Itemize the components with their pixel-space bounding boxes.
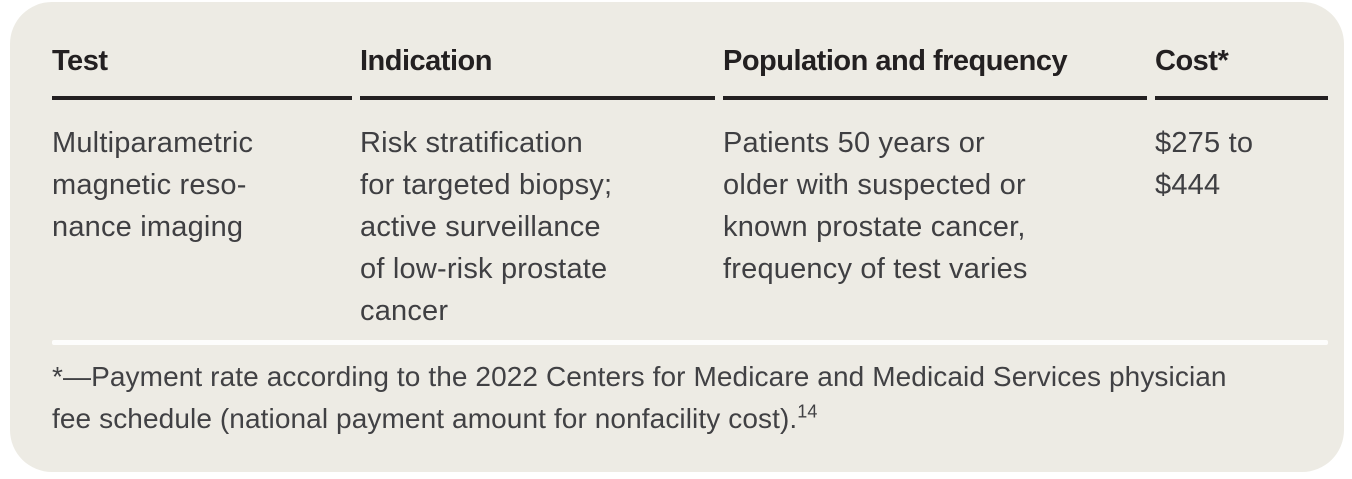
- footnote-text: *—Payment rate according to the 2022 Cen…: [52, 361, 1227, 434]
- table-row: Multiparametric magnetic reso- nance ima…: [52, 100, 1328, 332]
- table-card: Test Indication Population and frequency…: [10, 2, 1344, 472]
- cell-cost: $275 to $444: [1155, 127, 1254, 201]
- header-cell-cost: Cost*: [1155, 44, 1328, 100]
- header-cell-population-and-frequency: Population and frequency: [723, 44, 1147, 100]
- table-header-row: Test Indication Population and frequency…: [52, 44, 1328, 100]
- cell-population-and-frequency: Patients 50 years or older with suspecte…: [723, 127, 1028, 285]
- header-cell-indication: Indication: [360, 44, 715, 100]
- cell-indication: Risk stratification for targeted biopsy;…: [360, 127, 613, 327]
- footnote: *—Payment rate according to the 2022 Cen…: [52, 356, 1328, 440]
- header-cell-test: Test: [52, 44, 352, 100]
- footnote-reference-superscript: 14: [797, 401, 818, 422]
- cell-test: Multiparametric magnetic reso- nance ima…: [52, 127, 254, 243]
- footnote-separator: [52, 340, 1328, 345]
